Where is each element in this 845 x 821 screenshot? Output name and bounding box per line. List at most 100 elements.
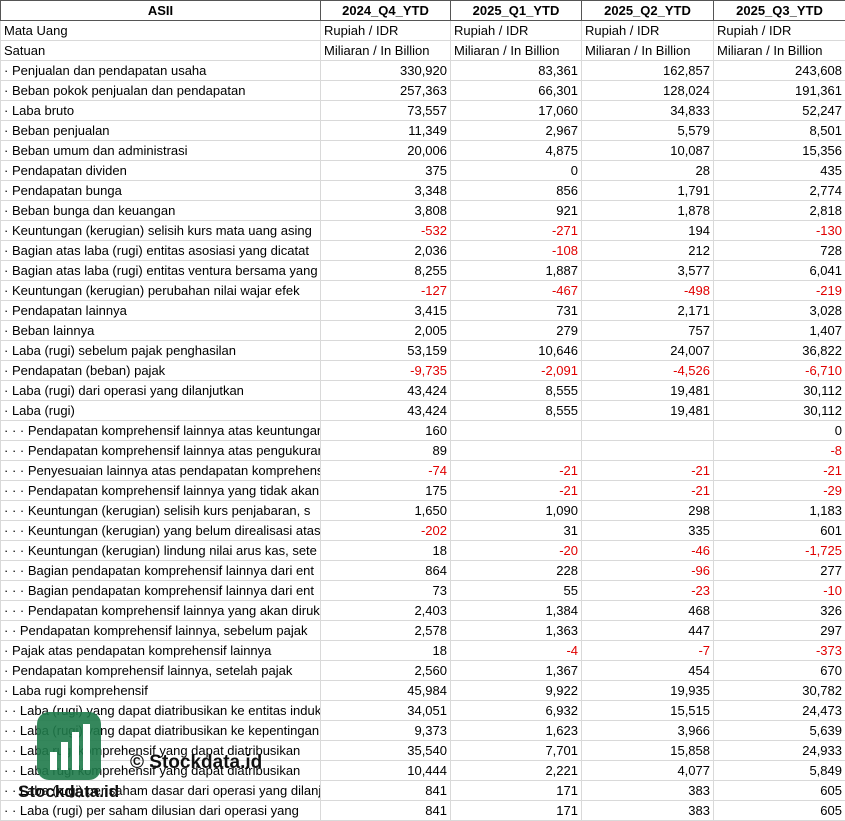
cell: 9,922 [450,680,582,701]
cell: Rupiah / IDR [450,20,582,41]
cell: 2,967 [450,120,582,141]
cell: -21 [713,460,845,481]
cell: 277 [713,560,845,581]
cell: -4 [450,640,582,661]
table-row: · · · Keuntungan (kerugian) lindung nila… [0,540,845,561]
cell: 194 [581,220,714,241]
cell: 335 [581,520,714,541]
cell: 6,932 [450,700,582,721]
table-row: · · Pendapatan komprehensif lainnya, seb… [0,620,845,641]
cell: 670 [713,660,845,681]
column-header: 2025_Q3_YTD [713,0,845,21]
table-row: · · · Pendapatan komprehensif lainnya ya… [0,600,845,621]
cell: 35,540 [320,740,451,761]
table-row: · · Laba (rugi) yang dapat diatribusikan… [0,700,845,721]
cell: 326 [713,600,845,621]
cell: 1,791 [581,180,714,201]
table-body: Mata Uang Rupiah / IDR Rupiah / IDR Rupiah … [0,20,845,821]
row-label: · · Laba rugi komprehensif yang dapat di… [0,740,321,761]
table-row: · Beban umum dan administrasi 20,006 4,875… [0,140,845,161]
row-label: · · · Bagian pendapatan komprehensif lai… [0,580,321,601]
table-row: · Laba rugi komprehensif 45,984 9,922 19,93… [0,680,845,701]
table-row: Mata Uang Rupiah / IDR Rupiah / IDR Rupiah … [0,20,845,41]
row-label: · Beban pokok penjualan dan pendapatan [0,80,321,101]
cell: 5,579 [581,120,714,141]
cell: 15,858 [581,740,714,761]
row-label: · · Laba (rugi) yang dapat diatribusikan… [0,720,321,741]
cell: 10,646 [450,340,582,361]
table-row: · Beban penjualan 11,349 2,967 5,579 8,501 [0,120,845,141]
cell: -21 [450,460,582,481]
cell: 31 [450,520,582,541]
row-label: · Bagian atas laba (rugi) entitas asosia… [0,240,321,261]
cell: Miliaran / In Billion [450,40,582,61]
cell: 28 [581,160,714,181]
row-label: · Pendapatan (beban) pajak [0,360,321,381]
row-label: · Beban umum dan administrasi [0,140,321,161]
cell: 375 [320,160,451,181]
cell: Miliaran / In Billion [713,40,845,61]
cell: 2,774 [713,180,845,201]
table-row: · Keuntungan (kerugian) selisih kurs mat… [0,220,845,241]
cell: 18 [320,640,451,661]
cell: 19,481 [581,380,714,401]
cell: 2,818 [713,200,845,221]
cell: -74 [320,460,451,481]
table-row: · Pajak atas pendapatan komprehensif lai… [0,640,845,661]
cell: 1,878 [581,200,714,221]
table-row: · · · Pendapatan komprehensif lainnya at… [0,420,845,441]
table-row: · Beban bunga dan keuangan 3,808 921 1,878 2… [0,200,845,221]
cell: 3,028 [713,300,845,321]
table-row: · Pendapatan dividen 375 0 28 435 [0,160,845,181]
cell: 1,090 [450,500,582,521]
cell: -2,091 [450,360,582,381]
row-label: · Laba (rugi) dari operasi yang dilanjut… [0,380,321,401]
cell: 228 [450,560,582,581]
cell: 45,984 [320,680,451,701]
cell: 728 [713,240,845,261]
cell: 297 [713,620,845,641]
cell: 257,363 [320,80,451,101]
table-row: · Keuntungan (kerugian) perubahan nilai … [0,280,845,301]
cell: 10,444 [320,760,451,781]
cell: -373 [713,640,845,661]
row-label: · · · Pendapatan komprehensif lainnya ya… [0,600,321,621]
row-label: · · Laba (rugi) yang dapat diatribusikan… [0,700,321,721]
cell: 2,036 [320,240,451,261]
table-row: · Laba (rugi) dari operasi yang dilanjut… [0,380,845,401]
cell: 435 [713,160,845,181]
cell: 757 [581,320,714,341]
cell: -29 [713,480,845,501]
cell: 243,608 [713,60,845,81]
table-row: · Laba (rugi) sebelum pajak penghasilan 5… [0,340,845,361]
cell: -219 [713,280,845,301]
row-label: · Pendapatan komprehensif lainnya, setel… [0,660,321,681]
row-label: · Laba (rugi) [0,400,321,421]
cell: 601 [713,520,845,541]
cell: 3,577 [581,260,714,281]
cell: 921 [450,200,582,221]
cell: 175 [320,480,451,501]
row-label: · · · Pendapatan komprehensif lainnya at… [0,440,321,461]
cell: -96 [581,560,714,581]
row-label: · · · Penyesuaian lainnya atas pendapata… [0,460,321,481]
cell: -4,526 [581,360,714,381]
column-header: 2024_Q4_YTD [320,0,451,21]
cell: 841 [320,780,451,801]
row-label: · Keuntungan (kerugian) perubahan nilai … [0,280,321,301]
cell: -21 [581,480,714,501]
row-label: · Beban penjualan [0,120,321,141]
cell: 212 [581,240,714,261]
cell: 841 [320,800,451,821]
cell: 89 [320,440,451,461]
cell: Miliaran / In Billion [320,40,451,61]
table-row: · Penjualan dan pendapatan usaha 330,920 8… [0,60,845,81]
cell: 3,348 [320,180,451,201]
cell: 9,373 [320,720,451,741]
cell: 24,007 [581,340,714,361]
cell: -23 [581,580,714,601]
row-label: · Beban bunga dan keuangan [0,200,321,221]
table-row: · · Laba rugi komprehensif yang dapat di… [0,740,845,761]
table-row: · · Laba (rugi) per saham dilusian dari … [0,800,845,821]
